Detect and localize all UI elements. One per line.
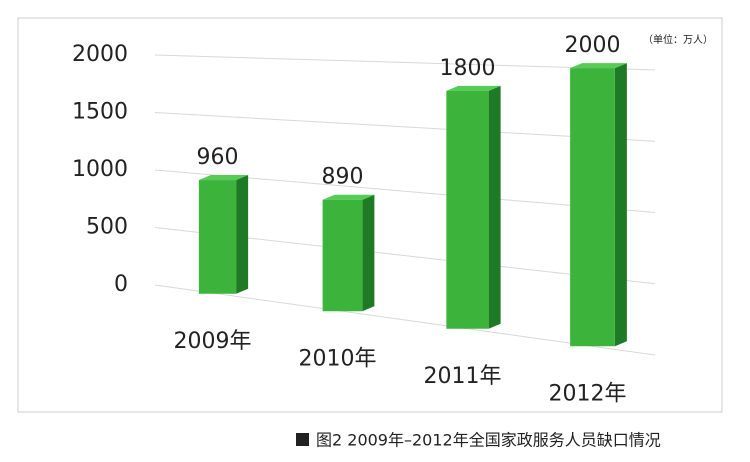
bar-side	[488, 85, 501, 329]
bar-front	[570, 68, 615, 347]
bar-top	[570, 63, 627, 69]
x-tick-label: 2009年	[174, 329, 252, 354]
bar-top	[446, 85, 501, 91]
value-label: 890	[322, 165, 364, 190]
value-label: 1800	[440, 56, 496, 81]
bar-side	[362, 194, 375, 312]
bar-front	[198, 180, 237, 294]
y-tick-label: 500	[86, 215, 128, 240]
bar-side	[236, 175, 249, 294]
y-tick-label: 2000	[72, 42, 128, 67]
y-tick-label: 0	[114, 272, 128, 297]
caption-marker	[296, 433, 309, 446]
y-tick-label: 1000	[72, 157, 128, 182]
bar	[198, 175, 249, 294]
bar-top	[198, 175, 249, 181]
x-tick-label: 2012年	[549, 381, 627, 406]
bar	[570, 63, 627, 347]
y-tick-label: 1500	[72, 100, 128, 125]
bar	[322, 194, 375, 312]
unit-label: （单位：万人）	[643, 33, 713, 46]
x-tick-label: 2011年	[424, 364, 502, 389]
bar-top	[322, 194, 375, 200]
bar-front	[322, 199, 363, 312]
value-label: 2000	[565, 33, 621, 58]
x-tick-label: 2010年	[299, 346, 377, 371]
bar-side	[614, 63, 627, 347]
bar	[446, 85, 501, 329]
value-label: 960	[197, 145, 239, 170]
caption: 图2 2009年–2012年全国家政服务人员缺口情况	[316, 431, 661, 450]
chart-frame	[17, 17, 723, 413]
bar-front	[446, 90, 489, 329]
